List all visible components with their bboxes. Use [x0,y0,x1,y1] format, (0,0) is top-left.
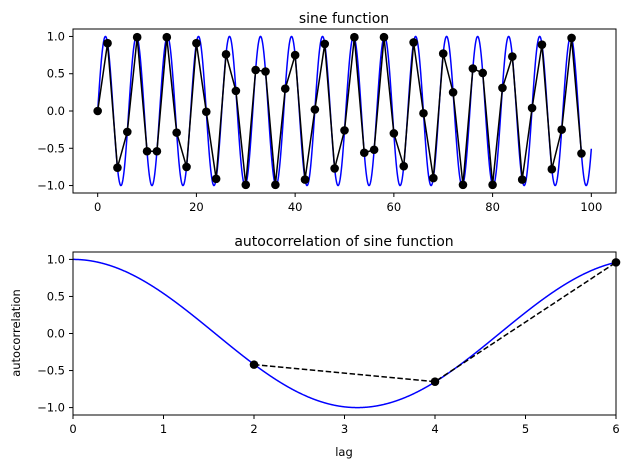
sine-chart-sample-point [261,67,270,76]
sine-chart-sample-point [142,146,152,156]
sine-chart-sample-point [251,65,260,75]
sine-chart-xtick-label: 0 [94,200,101,214]
sine-chart-xtick-label: 100 [580,200,602,214]
sine-chart-sample-point [310,105,320,114]
sine-chart-frame [72,28,617,194]
autocorrelation-chart-xtick-label: 0 [69,422,76,436]
sine-chart-sample-point [132,32,142,42]
sine-chart-sample-point [458,180,468,190]
sine-chart-sample-point [182,162,191,172]
sine-chart-sample-point [211,174,221,184]
sine-chart-sample-point [547,164,557,174]
sine-chart-sample-point [162,32,172,42]
autocorrelation-chart-sample-point [249,360,259,369]
sine-chart-sample-point [478,68,488,78]
sine-chart-xtick-label: 20 [189,200,204,214]
sine-chart-sample-point [419,108,428,118]
sine-chart-ytick-label: −1.0 [37,179,65,193]
autocorrelation-chart-xtick-label: 3 [341,422,348,436]
sine-chart-sample-point [290,50,300,60]
sine-chart-sample-point [340,126,349,135]
autocorrelation-chart-sample-point [430,377,440,386]
autocorrelation-chart-ytick-label: 1.0 [47,252,65,266]
sine-chart-sample-point [508,52,517,61]
sine-chart-sample-point [320,39,330,49]
autocorrelation-chart-ytick-label: −1.0 [37,401,65,415]
sine-chart-ytick-label: 0.5 [47,67,65,81]
autocorrelation-chart-ytick-label: 0.5 [47,289,65,303]
sine-chart-title: sine function [299,11,389,27]
autocorrelation-chart-frame [72,251,617,416]
sine-chart-xtick-label: 40 [288,200,303,214]
sine-chart-sample-point [241,180,251,190]
autocorrelation-chart-xtick-label: 4 [431,422,438,436]
sine-chart-sample-point [379,32,389,42]
sine-chart-sample-point [567,33,576,43]
autocorrelation-chart-xtick-label: 1 [160,422,167,436]
autocorrelation-chart-curve-cosine [73,258,616,409]
sine-chart-sample-point [557,125,566,134]
sine-chart-ytick-label: 0.0 [47,104,65,118]
sine-chart-xtick-label: 80 [485,200,500,214]
sine-chart-sample-point [527,103,537,113]
sine-chart-sample-point [350,32,359,42]
autocorrelation-chart: autocorrelation of sine function 0 1 2 3 4 5 6… [9,234,621,459]
autocorrelation-chart-ytick-label: 0.0 [47,327,65,341]
sine-chart-sample-point [201,107,211,117]
sine-chart-sample-point [330,164,339,173]
sine-chart-sample-point [271,180,280,190]
sine-chart-sample-point [517,175,527,184]
autocorrelation-chart-xtick-label: 6 [612,422,619,436]
autocorrelation-chart-ticks: 0 1 2 3 4 5 6 −1.0 −0.5 0.0 0.5 1.0 [37,252,620,436]
sine-chart: sine function 0 20 40 60 80 100 −1.0 −0.5 0.0 0.5… [37,11,617,214]
sine-chart-sample-point [221,50,231,59]
sine-chart-sample-point [172,128,181,137]
sine-chart-sample-point [488,180,497,190]
sine-chart-sample-point [389,129,399,138]
sine-chart-sample-point [103,38,112,48]
sine-chart-ytick-label: −0.5 [37,141,65,155]
sine-chart-plot-area [93,32,593,190]
sine-chart-sample-point [231,86,241,96]
sine-chart-ticks: 0 20 40 60 80 100 −1.0 −0.5 0.0 0.5 1.0 [37,29,602,214]
sine-chart-sample-point [429,173,438,183]
sine-chart-sample-point [152,146,162,156]
sine-chart-sample-point [359,148,369,158]
autocorrelation-chart-ytick-label: −0.5 [37,364,65,378]
sine-chart-sample-point [399,161,409,171]
autocorrelation-chart-xtick-label: 5 [522,422,529,436]
sine-chart-sample-point [192,38,201,48]
sine-chart-sample-point [498,83,507,93]
sine-chart-sample-point [369,145,379,155]
sine-chart-sample-point [409,38,418,47]
sine-chart-sample-point [280,84,290,93]
sine-chart-sample-point [468,64,478,73]
sine-chart-sample-point [123,127,132,137]
sine-chart-sample-point [577,149,586,158]
autocorrelation-chart-title: autocorrelation of sine function [234,234,453,250]
sine-chart-sample-point [113,163,122,172]
autocorrelation-chart-xtick-label: 2 [250,422,257,436]
autocorrelation-chart-ylabel: autocorrelation [9,289,23,377]
sine-chart-sample-point [537,40,547,49]
sine-chart-sample-point [448,88,458,97]
sine-chart-sample-line [96,37,583,185]
autocorrelation-chart-xlabel: lag [335,445,353,459]
autocorrelation-chart-plot-area [73,258,621,409]
sine-chart-ytick-label: 1.0 [47,29,65,43]
autocorrelation-chart-sample-line [253,261,617,383]
sine-chart-xtick-label: 60 [387,200,402,214]
sine-chart-sample-point [300,175,310,184]
sine-chart-sample-point [93,106,102,116]
sine-chart-sample-point [438,49,448,58]
